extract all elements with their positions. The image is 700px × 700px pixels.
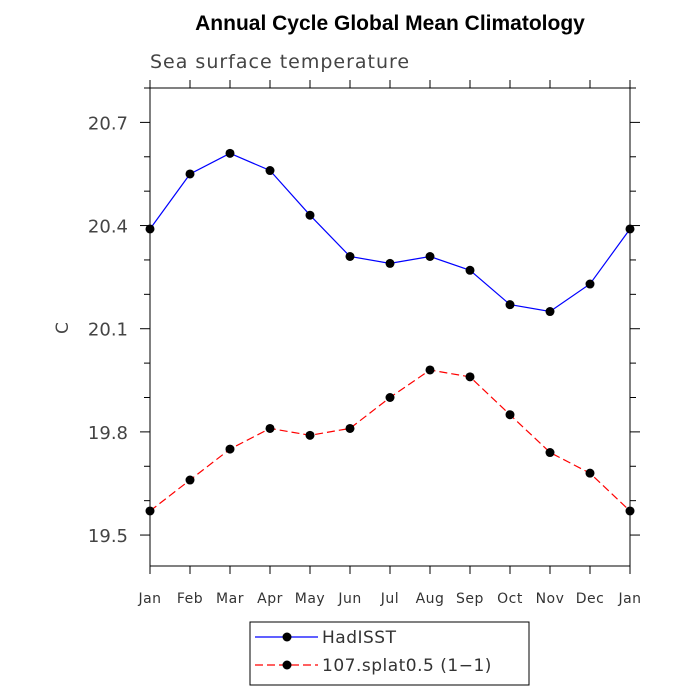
series-1-point bbox=[145, 506, 155, 516]
x-tick-label: Feb bbox=[177, 591, 203, 607]
series-1-point bbox=[265, 423, 275, 433]
series-1-point bbox=[305, 430, 315, 440]
series-0-point bbox=[425, 252, 435, 262]
series-0-point bbox=[185, 169, 195, 179]
y-tick-label: 20.1 bbox=[88, 320, 128, 341]
x-tick-label: Mar bbox=[216, 591, 244, 607]
series-1-point bbox=[505, 410, 515, 420]
legend-label-hadisst: HadISST bbox=[322, 628, 397, 648]
x-tick-label: Apr bbox=[257, 591, 283, 607]
x-tick-label: May bbox=[295, 591, 325, 607]
x-tick-label: Oct bbox=[497, 591, 523, 607]
x-tick-label: Jan bbox=[617, 591, 641, 607]
chart-subtitle: Sea surface temperature bbox=[150, 51, 410, 73]
x-tick-label: Jun bbox=[337, 591, 361, 607]
series-0-point bbox=[225, 148, 235, 158]
x-tick-label: Sep bbox=[456, 591, 484, 607]
series-1-point bbox=[425, 365, 435, 375]
legend-box bbox=[249, 621, 530, 686]
legend: HadISST 107.splat0.5 (1−1) bbox=[249, 621, 530, 686]
legend-marker-model bbox=[282, 660, 292, 670]
x-tick-label: Nov bbox=[536, 591, 565, 607]
series-1-point bbox=[185, 475, 195, 485]
series-0-point bbox=[625, 224, 635, 234]
y-tick-label: 19.8 bbox=[88, 423, 128, 444]
series-0-point bbox=[305, 210, 315, 220]
series-line-0 bbox=[149, 152, 631, 313]
series-0-point bbox=[585, 279, 595, 289]
x-tick-label: Aug bbox=[416, 591, 445, 607]
series-1-point bbox=[625, 506, 635, 516]
x-tick-label: Jul bbox=[380, 591, 399, 607]
y-tick-label: 19.5 bbox=[88, 526, 128, 547]
series-0-point bbox=[265, 166, 275, 176]
y-tick-label: 20.7 bbox=[88, 113, 128, 134]
series-0-point bbox=[345, 252, 355, 262]
chart-title: Annual Cycle Global Mean Climatology bbox=[195, 12, 585, 35]
plot-frame bbox=[149, 87, 631, 567]
x-tick-label: Dec bbox=[576, 591, 605, 607]
x-tick-labels: Jan Feb Mar Apr May Jun Jul Aug Sep Oct Nov Dec Jan bbox=[137, 591, 641, 607]
series-line-1 bbox=[149, 369, 631, 512]
series-0-point bbox=[385, 258, 395, 268]
legend-label-model: 107.splat0.5 (1−1) bbox=[322, 656, 492, 676]
axis-ticks bbox=[140, 80, 640, 574]
legend-marker-hadisst bbox=[282, 632, 292, 642]
series-layer bbox=[145, 148, 635, 516]
series-1-point bbox=[225, 444, 235, 454]
series-1-point bbox=[345, 423, 355, 433]
series-1-point bbox=[385, 392, 395, 402]
series-0-point bbox=[465, 265, 475, 275]
y-axis-label: C bbox=[53, 322, 73, 334]
y-tick-labels: 19.5 19.8 20.1 20.4 20.7 bbox=[88, 113, 128, 547]
x-tick-label: Jan bbox=[137, 591, 161, 607]
y-tick-label: 20.4 bbox=[88, 217, 128, 238]
series-1-point bbox=[585, 468, 595, 478]
series-1-point bbox=[465, 372, 475, 382]
series-1-point bbox=[545, 448, 555, 458]
series-0-point bbox=[505, 300, 515, 310]
series-0-point bbox=[145, 224, 155, 234]
series-0-point bbox=[545, 307, 555, 317]
